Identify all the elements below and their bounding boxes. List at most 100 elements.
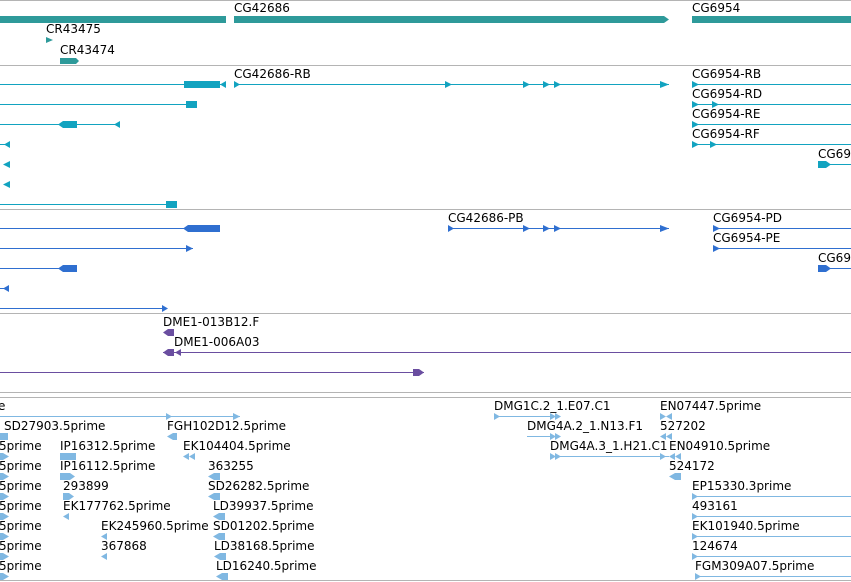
est-ip16112[interactable] — [60, 473, 75, 480]
ests-feature-label[interactable]: 124674 — [692, 539, 738, 553]
est-ld39937[interactable] — [213, 513, 225, 520]
ests-feature-label[interactable]: EN04910.5prime — [669, 439, 771, 453]
protein-cg69[interactable] — [818, 265, 851, 272]
ests-feature-label[interactable]: 524172 — [669, 459, 715, 473]
ests-feature-label[interactable]: LD39937.5prime — [213, 499, 314, 513]
proteins-feature-label[interactable]: CG6954-PD — [713, 211, 783, 225]
est-ek245960[interactable] — [101, 533, 107, 540]
est-524172[interactable] — [669, 473, 681, 480]
alignment-dme1-006a03[interactable] — [163, 349, 851, 356]
protein-row[interactable] — [0, 305, 168, 312]
transcript-row[interactable] — [0, 81, 226, 88]
gene-feature-cr43474[interactable] — [60, 58, 79, 64]
transcript-row[interactable] — [0, 201, 177, 208]
ests-feature-label[interactable]: 293899 — [63, 479, 109, 493]
ests-feature-label[interactable]: SD27903.5prime — [4, 419, 106, 433]
genes-feature-label[interactable]: CG6954 — [692, 1, 741, 15]
est-293899[interactable] — [63, 493, 74, 500]
gene-feature-cg6954[interactable] — [692, 16, 851, 23]
ests-feature-label[interactable]: EN07447.5prime — [660, 399, 762, 413]
est-row[interactable] — [0, 493, 9, 500]
alignment-dme1-013b12-f[interactable] — [163, 329, 174, 336]
est-en04910[interactable] — [669, 453, 681, 460]
est-ek104404[interactable] — [183, 453, 195, 460]
protein-cg6954-pe[interactable] — [713, 245, 851, 252]
ests-feature-label[interactable]: 5prime — [0, 459, 42, 473]
ests-feature-label[interactable]: 363255 — [208, 459, 254, 473]
ests-feature-label[interactable]: 5prime — [0, 439, 42, 453]
alignments-feature-label[interactable]: DME1-006A03 — [174, 335, 260, 349]
ests-feature-label[interactable]: 5prime — [0, 499, 42, 513]
genes-feature-label[interactable]: CR43475 — [46, 22, 101, 36]
transcript-cg6954-re[interactable] — [692, 121, 851, 128]
proteins-feature-label[interactable]: CG42686-PB — [448, 211, 524, 225]
transcript-row[interactable] — [0, 121, 120, 128]
ests-feature-label[interactable]: SD01202.5prime — [213, 519, 315, 533]
transcript-row[interactable] — [3, 161, 10, 168]
ests-feature-label[interactable]: LD38168.5prime — [214, 539, 315, 553]
alignments-feature-label[interactable]: DME1-013B12.F — [163, 315, 260, 329]
transcripts-feature-label[interactable]: CG42686-RB — [234, 67, 311, 81]
ests-feature-label[interactable]: DMG1C.2_1.E07.C1 — [494, 399, 611, 413]
transcript-cg6954-rd[interactable] — [692, 101, 851, 108]
protein-cg6954-pd[interactable] — [713, 225, 851, 232]
protein-row[interactable] — [0, 285, 9, 292]
est-dmg4a3[interactable] — [550, 453, 669, 460]
ests-feature-label[interactable]: EP15330.3prime — [692, 479, 792, 493]
est-124674[interactable] — [692, 553, 851, 560]
ests-feature-label[interactable]: e — [0, 399, 6, 413]
protein-cg42686-pb[interactable] — [448, 225, 669, 232]
est-sd01202[interactable] — [213, 533, 225, 540]
est-363255[interactable] — [208, 473, 220, 480]
ests-feature-label[interactable]: SD26282.5prime — [208, 479, 310, 493]
transcript-cg42686-rb[interactable] — [234, 81, 669, 88]
transcripts-feature-label[interactable]: CG69 — [818, 147, 851, 161]
est-dmg1c[interactable] — [494, 413, 561, 420]
alignment-row[interactable] — [0, 369, 424, 376]
ests-feature-label[interactable]: FGH102D12.5prime — [167, 419, 287, 433]
est-row[interactable] — [0, 533, 9, 540]
transcripts-feature-label[interactable]: CG6954-RF — [692, 127, 760, 141]
ests-feature-label[interactable]: 5prime — [0, 539, 42, 553]
genes-feature-label[interactable]: CG42686 — [234, 1, 290, 15]
protein-row[interactable] — [0, 245, 193, 252]
est-sd26282[interactable] — [208, 493, 220, 500]
ests-feature-label[interactable]: 5prime — [0, 559, 42, 573]
est-ep15330[interactable] — [692, 493, 851, 500]
ests-feature-label[interactable]: 493161 — [692, 499, 738, 513]
est-row[interactable] — [0, 513, 9, 520]
est-en07447[interactable] — [660, 413, 672, 420]
est-row[interactable] — [0, 473, 9, 480]
ests-feature-label[interactable]: EK177762.5prime — [63, 499, 171, 513]
est-ek101940[interactable] — [692, 533, 851, 540]
ests-feature-label[interactable]: EK245960.5prime — [101, 519, 209, 533]
proteins-feature-label[interactable]: CG69 — [818, 251, 851, 265]
est-row[interactable] — [0, 553, 9, 560]
ests-feature-label[interactable]: DMG4A.2_1.N13.F1 — [527, 419, 644, 433]
est-ip16312[interactable] — [60, 453, 76, 460]
proteins-feature-label[interactable]: CG6954-PE — [713, 231, 781, 245]
est-fgh102d12[interactable] — [167, 433, 177, 440]
est-ld38168[interactable] — [214, 553, 226, 560]
ests-feature-label[interactable]: IP16112.5prime — [60, 459, 156, 473]
transcript-cg6954-rf[interactable] — [692, 141, 851, 148]
est-row[interactable] — [0, 413, 240, 420]
transcript-row[interactable] — [0, 101, 197, 108]
ests-feature-label[interactable]: DMG4A.3_1.H21.C1 — [550, 439, 668, 453]
est-367868[interactable] — [101, 553, 107, 560]
ests-feature-label[interactable]: EK101940.5prime — [692, 519, 800, 533]
transcripts-feature-label[interactable]: CG6954-RB — [692, 67, 762, 81]
est-527202[interactable] — [660, 433, 672, 440]
genes-feature-label[interactable]: CR43474 — [60, 43, 115, 57]
est-fgm309a07[interactable] — [695, 573, 851, 580]
transcript-cg6954-rb[interactable] — [692, 81, 851, 88]
transcripts-feature-label[interactable]: CG6954-RE — [692, 107, 761, 121]
est-493161[interactable] — [692, 513, 851, 520]
transcript-cg69[interactable] — [818, 161, 851, 168]
ests-feature-label[interactable]: 5prime — [0, 479, 42, 493]
ests-feature-label[interactable]: 5prime — [0, 519, 42, 533]
est-row[interactable] — [0, 573, 9, 580]
est-ld16240[interactable] — [216, 573, 228, 580]
ests-feature-label[interactable]: 367868 — [101, 539, 147, 553]
protein-row[interactable] — [0, 265, 77, 272]
